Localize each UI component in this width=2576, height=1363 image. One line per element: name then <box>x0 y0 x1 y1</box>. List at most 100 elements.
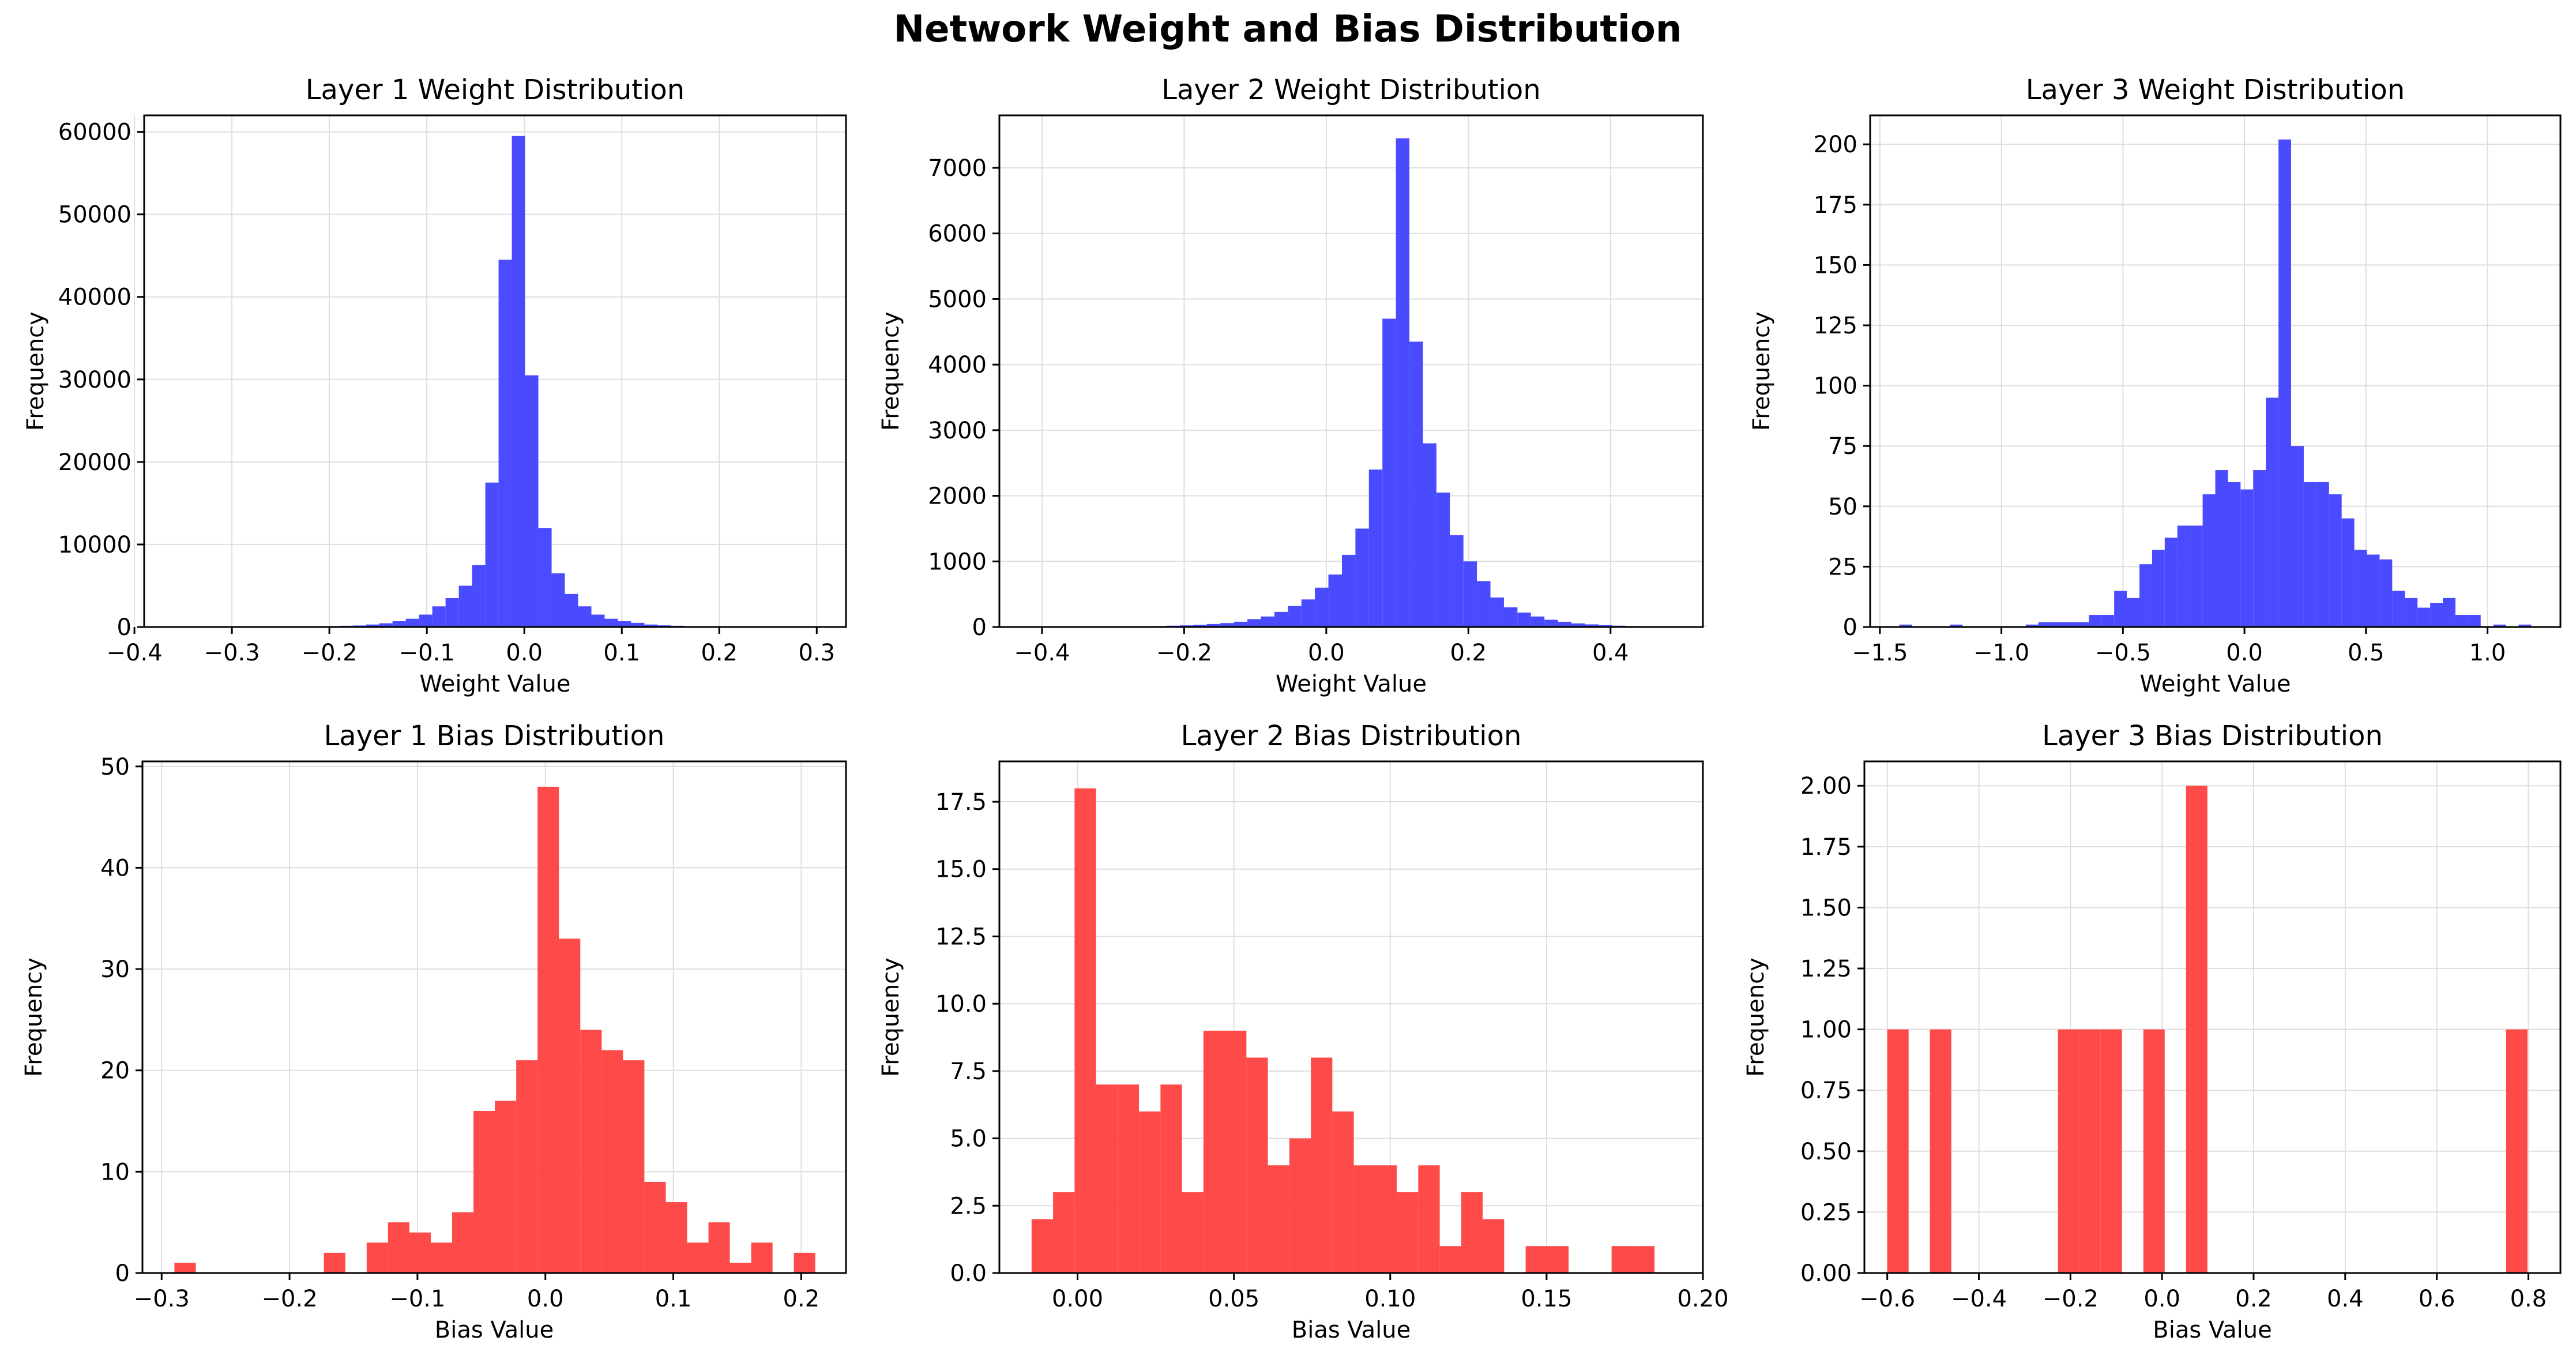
y-axis-label: Frequency <box>1743 958 1769 1077</box>
y-tick-label: 2000 <box>928 483 987 510</box>
y-tick-label: 30000 <box>58 367 131 393</box>
histogram-bar <box>1461 1192 1483 1273</box>
x-tick-label: 0.4 <box>1592 640 1629 666</box>
histogram-bar <box>2468 615 2481 627</box>
subplot-5: 0.00 0.05 0.10 0.15 0.20 0.0 2.5 5.0 7.5 10.0 12.5… <box>878 720 1729 1343</box>
x-tick-label: 0.20 <box>1677 1286 1728 1312</box>
histogram-bar <box>1301 599 1315 627</box>
histogram-bar <box>1341 554 1356 627</box>
y-tick-label: 125 <box>1814 313 1857 339</box>
histogram-bar <box>1950 624 1963 627</box>
y-tick-label: 0.00 <box>1800 1260 1852 1287</box>
bars <box>1899 139 2532 628</box>
bars <box>1031 138 1707 628</box>
histogram-bar <box>1525 1246 1547 1273</box>
x-tick-label: −0.5 <box>2095 640 2151 666</box>
x-tick-label: −0.2 <box>302 640 358 666</box>
histogram-bar <box>1031 1219 1054 1273</box>
subplot-4: −0.3 −0.2 −0.1 0.0 0.1 0.2 0 10 20 30 40 50 Layer 1 … <box>21 720 847 1343</box>
histogram-bar <box>1490 597 1504 627</box>
histogram-bar <box>1160 1084 1182 1273</box>
y-tick-label: 0.0 <box>950 1260 987 1287</box>
histogram-bar <box>1074 788 1096 1273</box>
histogram-bar <box>1311 1057 1333 1273</box>
x-tick-label: −0.4 <box>1014 640 1070 666</box>
y-tick-label: 5.0 <box>950 1126 987 1152</box>
histogram-bar <box>1353 1165 1375 1273</box>
histogram-bar <box>1315 587 1329 627</box>
subplot-1: −0.4 −0.3 −0.2 −0.1 0.0 0.1 0.2 0.3 0 10000 20000 3… <box>22 74 847 697</box>
x-tick-label: −0.3 <box>204 640 260 666</box>
histogram-bar <box>2240 489 2254 627</box>
histogram-bar <box>2329 494 2342 627</box>
histogram-bar <box>2164 538 2178 627</box>
histogram-bar <box>687 1242 709 1273</box>
y-tick-label: 0.50 <box>1800 1139 1852 1165</box>
x-tick-label: −0.1 <box>399 640 455 666</box>
y-tick-label: 40000 <box>58 284 131 311</box>
histogram-bar <box>1261 616 1274 627</box>
y-axis-label: Frequency <box>878 311 904 431</box>
y-tick-label: 5000 <box>928 286 987 313</box>
x-tick-label: −1.5 <box>1852 640 1908 666</box>
y-axis-label: Frequency <box>1748 311 1775 431</box>
histogram-bar <box>379 623 393 627</box>
y-tick-label: 50 <box>100 754 130 780</box>
x-axis-label: Weight Value <box>2140 671 2291 697</box>
histogram-bar <box>2367 554 2380 627</box>
x-tick-label: 0.0 <box>506 640 543 666</box>
histogram-bar <box>2143 1029 2165 1273</box>
histogram-bar <box>2354 550 2367 627</box>
histogram-bar <box>1483 1219 1505 1273</box>
histogram-bar <box>473 1110 495 1273</box>
y-tick-label: 4000 <box>928 352 987 378</box>
y-tick-label: 30 <box>100 956 130 983</box>
x-tick-label: 0.0 <box>2143 1286 2180 1312</box>
histogram-bar <box>2430 603 2443 627</box>
histogram-bar <box>1355 528 1369 627</box>
histogram-bar <box>366 624 379 627</box>
histogram-bar <box>1193 625 1207 627</box>
histogram-bar <box>1139 1111 1161 1273</box>
y-tick-label: 0 <box>1843 614 1857 641</box>
bars <box>1031 788 1655 1273</box>
histogram-bar <box>729 1263 751 1273</box>
histogram-bar <box>174 1263 196 1273</box>
histogram-bar <box>392 621 406 627</box>
histogram-bar <box>1544 619 1558 627</box>
histogram-bar <box>1547 1246 1569 1273</box>
histogram-bar <box>2518 624 2532 627</box>
histogram-bar <box>665 1202 687 1273</box>
histogram-bar <box>559 938 581 1273</box>
subplot-title: Layer 2 Bias Distribution <box>1181 720 1522 752</box>
histogram-bar <box>1274 611 1288 627</box>
y-tick-label: 2.00 <box>1800 773 1852 799</box>
y-tick-label: 50 <box>1828 494 1857 520</box>
histogram-bar <box>1053 1192 1075 1273</box>
histogram-bar <box>2316 482 2329 627</box>
y-tick-label: 75 <box>1828 433 1857 460</box>
y-tick-label: 150 <box>1814 252 1857 279</box>
histogram-bar <box>578 606 592 627</box>
x-axis-label: Weight Value <box>420 671 571 697</box>
y-tick-label: 0 <box>115 1260 130 1287</box>
x-tick-label: −0.4 <box>107 640 163 666</box>
histogram-bar <box>2127 598 2139 627</box>
bars <box>174 786 815 1273</box>
y-tick-label: 10 <box>100 1159 130 1185</box>
axes-frame <box>1869 114 2562 628</box>
histogram-bar <box>1182 1192 1204 1273</box>
histogram-bar <box>1289 1138 1311 1273</box>
histogram-bar <box>1288 606 1302 627</box>
y-tick-label: 17.5 <box>935 789 987 816</box>
histogram-bar <box>1203 1030 1225 1273</box>
histogram-bar <box>1409 341 1423 627</box>
x-axis-label: Bias Value <box>1292 1317 1411 1343</box>
x-tick-label: 0.10 <box>1364 1286 1416 1312</box>
histogram-bar <box>601 1050 623 1273</box>
histogram-bar <box>1375 1165 1397 1273</box>
histogram-bar <box>1611 1246 1633 1273</box>
histogram-bar <box>2493 624 2506 627</box>
histogram-bar <box>2190 525 2203 627</box>
histogram-bar <box>1396 138 1410 628</box>
